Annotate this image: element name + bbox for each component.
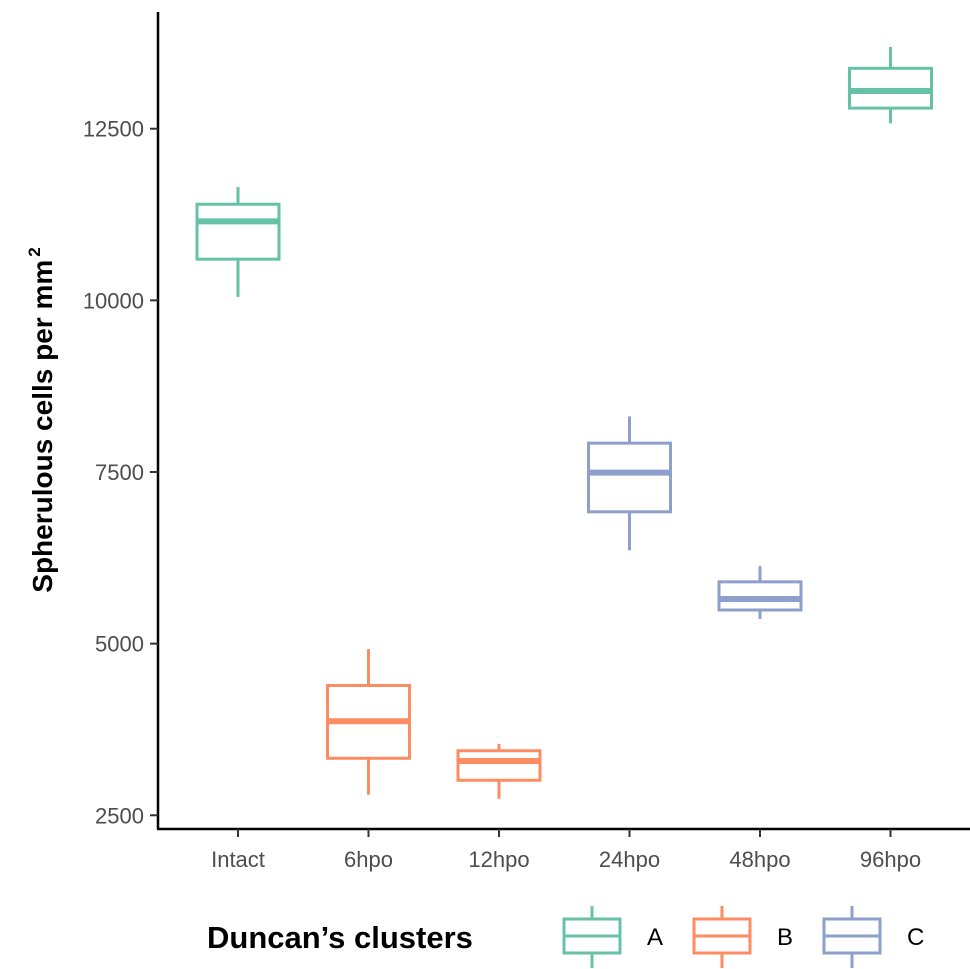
axes bbox=[156, 12, 970, 831]
box-24hpo bbox=[587, 416, 672, 551]
box-12hpo bbox=[456, 743, 542, 799]
box-96hpo bbox=[848, 47, 933, 124]
legend-key-a: A bbox=[562, 906, 663, 968]
x-ticks: Intact 6hpo 12hpo 24hpo 48hpo 96hpo bbox=[211, 829, 921, 872]
y-axis-title-superscript: 2 bbox=[25, 247, 44, 256]
y-ticks: 2500 5000 7500 10000 12500 bbox=[83, 117, 158, 828]
x-tick-label: 6hpo bbox=[344, 847, 393, 872]
x-tick-label: 24hpo bbox=[599, 847, 660, 872]
legend-key-c: C bbox=[822, 906, 924, 968]
y-tick-label: 7500 bbox=[95, 460, 144, 485]
x-tick-label: 48hpo bbox=[729, 847, 790, 872]
box-intact bbox=[195, 187, 281, 297]
legend-title: Duncan’s clusters bbox=[207, 920, 473, 955]
y-axis-title-text: Spherulous cells per mm bbox=[27, 260, 58, 593]
y-tick-label: 12500 bbox=[83, 117, 144, 142]
y-tick-label: 2500 bbox=[95, 803, 144, 828]
x-tick-label: 96hpo bbox=[860, 847, 921, 872]
y-axis-title: Spherulous cells per mm 2 bbox=[25, 247, 58, 592]
legend: Duncan’s clusters A B C bbox=[207, 906, 924, 968]
y-tick-label: 5000 bbox=[95, 632, 144, 657]
x-tick-label: Intact bbox=[211, 847, 265, 872]
legend-label-c: C bbox=[907, 924, 924, 951]
legend-key-b: B bbox=[692, 906, 793, 968]
y-tick-label: 10000 bbox=[83, 288, 144, 313]
box-iqr bbox=[456, 749, 542, 782]
legend-label-a: A bbox=[647, 924, 663, 951]
box-6hpo bbox=[326, 649, 411, 795]
box-iqr bbox=[587, 441, 672, 514]
x-tick-label: 12hpo bbox=[468, 847, 529, 872]
box-iqr bbox=[717, 580, 803, 612]
box-48hpo bbox=[717, 566, 803, 619]
boxes bbox=[195, 47, 933, 799]
legend-label-b: B bbox=[777, 924, 793, 951]
box-iqr bbox=[195, 202, 281, 261]
legend-keys: A B C bbox=[562, 906, 924, 968]
